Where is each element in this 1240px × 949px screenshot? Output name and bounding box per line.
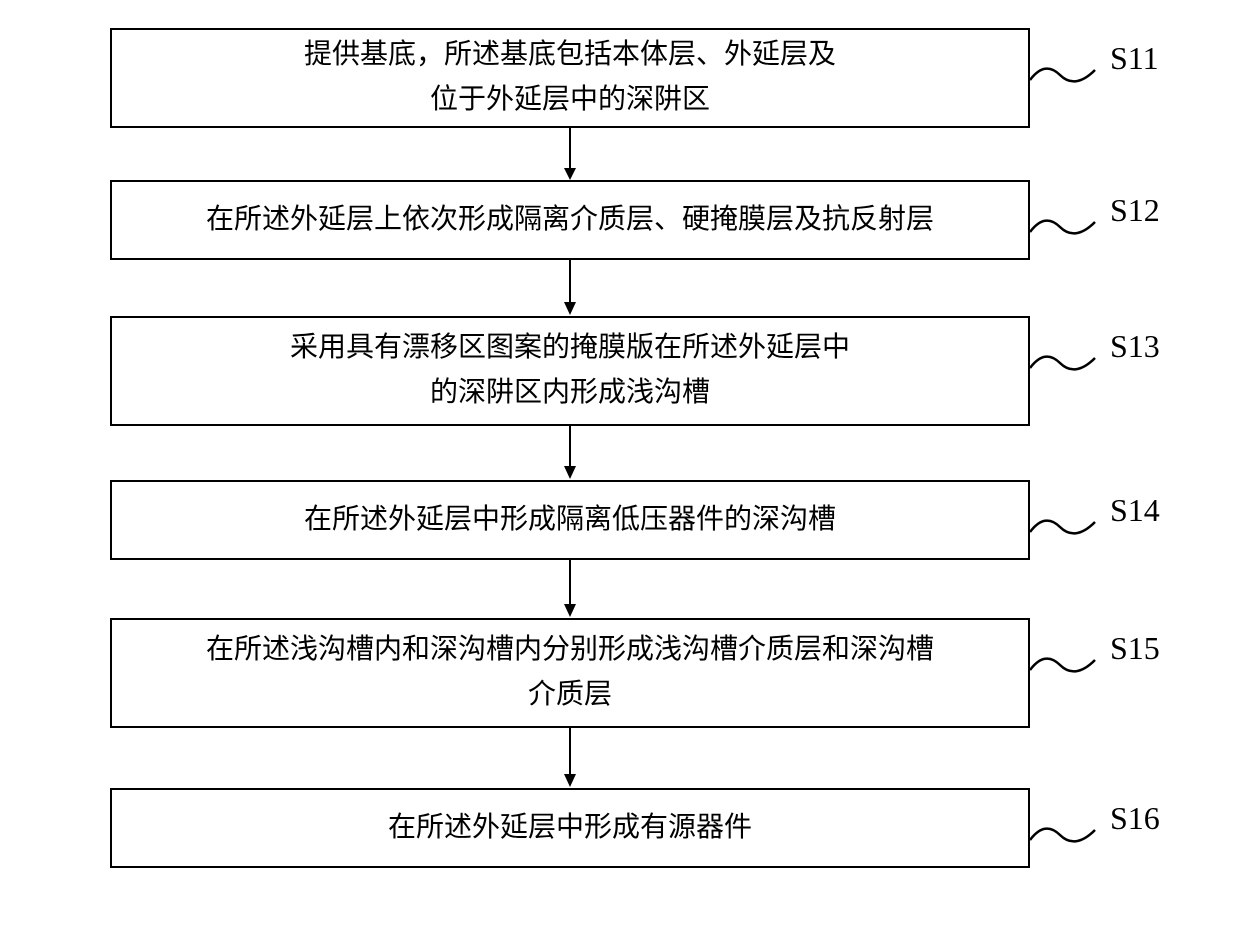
label-s11: S11 xyxy=(1110,40,1159,77)
step-box-s12: 在所述外延层上依次形成隔离介质层、硬掩膜层及抗反射层 xyxy=(110,180,1030,260)
arrow-s14-s15 xyxy=(555,560,585,620)
arrow-s12-s13 xyxy=(555,260,585,318)
step-text: 在所述外延层中形成有源器件 xyxy=(388,806,752,851)
step-box-s15: 在所述浅沟槽内和深沟槽内分别形成浅沟槽介质层和深沟槽 介质层 xyxy=(110,618,1030,728)
label-s14: S14 xyxy=(1110,492,1160,529)
arrow-s11-s12 xyxy=(555,128,585,183)
step-box-s11: 提供基底，所述基底包括本体层、外延层及 位于外延层中的深阱区 xyxy=(110,28,1030,128)
label-s15: S15 xyxy=(1110,630,1160,667)
step-text: 采用具有漂移区图案的掩膜版在所述外延层中 的深阱区内形成浅沟槽 xyxy=(290,326,850,416)
squiggle-s15 xyxy=(1030,640,1100,690)
step-text: 在所述外延层上依次形成隔离介质层、硬掩膜层及抗反射层 xyxy=(206,198,934,243)
label-s16: S16 xyxy=(1110,800,1160,837)
step-box-s14: 在所述外延层中形成隔离低压器件的深沟槽 xyxy=(110,480,1030,560)
step-text: 在所述外延层中形成隔离低压器件的深沟槽 xyxy=(304,498,836,543)
label-s12: S12 xyxy=(1110,192,1160,229)
squiggle-s11 xyxy=(1030,50,1100,100)
step-text: 提供基底，所述基底包括本体层、外延层及 位于外延层中的深阱区 xyxy=(304,33,836,123)
squiggle-s16 xyxy=(1030,810,1100,860)
arrow-s13-s14 xyxy=(555,426,585,482)
step-text: 在所述浅沟槽内和深沟槽内分别形成浅沟槽介质层和深沟槽 介质层 xyxy=(206,628,934,718)
step-box-s13: 采用具有漂移区图案的掩膜版在所述外延层中 的深阱区内形成浅沟槽 xyxy=(110,316,1030,426)
squiggle-s13 xyxy=(1030,338,1100,388)
flowchart-container: 提供基底，所述基底包括本体层、外延层及 位于外延层中的深阱区 S11 在所述外延… xyxy=(0,0,1240,949)
squiggle-s14 xyxy=(1030,502,1100,552)
arrow-s15-s16 xyxy=(555,728,585,790)
squiggle-s12 xyxy=(1030,202,1100,252)
step-box-s16: 在所述外延层中形成有源器件 xyxy=(110,788,1030,868)
label-s13: S13 xyxy=(1110,328,1160,365)
